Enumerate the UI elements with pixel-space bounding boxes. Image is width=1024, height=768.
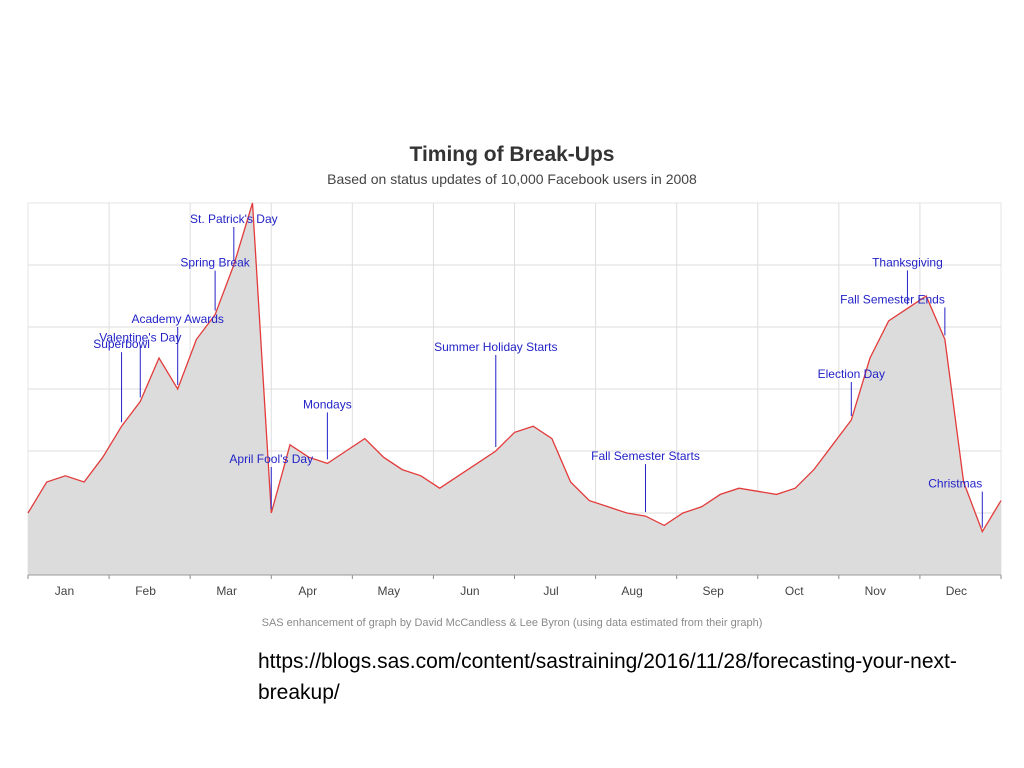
x-tick-label: Nov: [865, 584, 886, 598]
annotation: Mondays: [303, 397, 352, 460]
annotation: Fall Semester Ends: [840, 292, 946, 336]
annotation: Summer Holiday Starts: [434, 340, 557, 447]
annotation: Academy Awards: [131, 312, 224, 385]
x-tick-label: Jan: [55, 584, 74, 598]
x-tick-label: Sep: [702, 584, 724, 598]
annotation-label: Academy Awards: [131, 312, 224, 326]
annotation-label: Superbowl: [93, 337, 150, 351]
x-tick-label: Jul: [543, 584, 558, 598]
chart-credit: SAS enhancement of graph by David McCand…: [262, 617, 763, 629]
annotation-label: Summer Holiday Starts: [434, 340, 557, 354]
annotation: Spring Break: [180, 256, 251, 311]
break-up-line: [27, 202, 1002, 534]
break-ups-chart: Timing of Break-Ups Based on status upda…: [27, 143, 1002, 629]
annotation: Valentine's Day: [99, 330, 181, 398]
annotation-label: Thanksgiving: [872, 255, 943, 269]
annotation-label: Valentine's Day: [99, 330, 181, 344]
x-axis: Jan Feb Mar Apr May Jun Jul Aug Sep Oct Nov Dec: [27, 574, 1002, 598]
annotation-label: Fall Semester Ends: [840, 292, 945, 306]
x-tick-label: Dec: [946, 584, 967, 598]
annotation-label: Spring Break: [180, 256, 250, 270]
chart-subtitle: Based on status updates of 10,000 Facebo…: [327, 171, 697, 187]
annotation-label: Election Day: [818, 367, 885, 381]
x-tick-label: Aug: [621, 584, 642, 598]
annotation-label: Fall Semester Starts: [591, 449, 700, 463]
annotation: Election Day: [818, 367, 885, 416]
annotation: St. Patrick's Day: [190, 212, 278, 261]
annotation-label: Christmas: [928, 477, 982, 491]
annotation: Fall Semester Starts: [591, 449, 700, 513]
x-tick-label: Jun: [460, 584, 479, 598]
chart-title: Timing of Break-Ups: [410, 143, 615, 166]
x-tick-label: Apr: [298, 584, 317, 598]
annotation: Superbowl: [93, 337, 150, 423]
annotation: Christmas: [928, 477, 983, 528]
x-tick-label: Oct: [785, 584, 804, 598]
annotation-label: St. Patrick's Day: [190, 212, 278, 226]
annotation-label: April Fool's Day: [229, 452, 313, 466]
x-tick-label: Mar: [216, 584, 237, 598]
source-link[interactable]: https://blogs.sas.com/content/sastrainin…: [258, 650, 957, 704]
x-tick-label: May: [377, 584, 400, 598]
annotation-label: Mondays: [303, 397, 352, 411]
annotation: Thanksgiving: [872, 255, 943, 305]
annotation: April Fool's Day: [229, 452, 313, 509]
x-tick-label: Feb: [135, 584, 156, 598]
break-up-area: [28, 203, 1001, 575]
